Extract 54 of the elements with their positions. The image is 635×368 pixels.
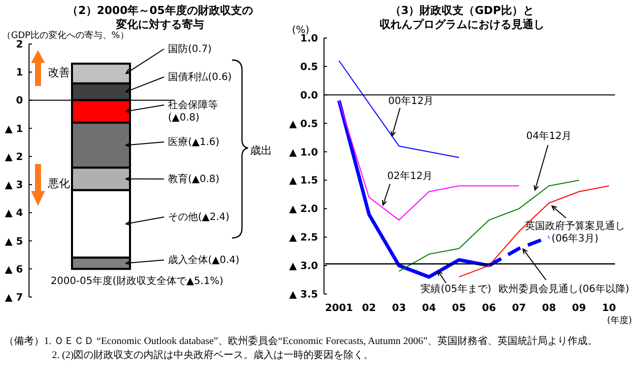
y-axis-title: （GDP比の変化への寄与、%）: [2, 30, 129, 41]
legend-label: その他(▲2.4): [168, 211, 230, 223]
x-tick-label: 08: [542, 303, 556, 314]
series-label: 02年12月: [387, 170, 433, 182]
x-tick-label: 2000-05年度(財政収支全体で▲5.1%): [50, 275, 224, 287]
y-tick-label: ▲ 2.0: [289, 204, 318, 216]
legend-label: 歳入全体(▲0.4): [168, 254, 240, 266]
y-tick-label: ▲ 0.5: [289, 118, 318, 130]
y-tick-label: ▲ 1.5: [289, 176, 318, 187]
text: 国防(0.7): [168, 43, 212, 55]
series-label: 実績(05年まで): [420, 283, 492, 295]
x-tick-label: 04: [422, 303, 436, 314]
x-tick-label: 07: [512, 303, 526, 314]
legend-label: 社会保障等 (▲0.8): [168, 99, 218, 124]
y-tick-label: ▲ 2: [4, 152, 24, 163]
y-tick-label: ▲ 4: [4, 208, 24, 220]
y-tick-label: 0.5: [300, 62, 318, 73]
y-tick-label: ▲ 7: [4, 292, 24, 304]
text: 2. (2)図の財政収支の内訳は中央政府ベース。歳入は一時的要因を除く。: [52, 349, 374, 361]
chart-title: （3）財政収支（GDP比）と収れんプログラムにおける見通し: [380, 4, 544, 31]
x-tick-label: 02: [362, 303, 376, 314]
x-tick-label: 10: [602, 303, 616, 314]
annotation: 改善: [48, 66, 70, 79]
x-tick-label: 05: [452, 303, 466, 314]
text: （備考）1. ＯＥＣＤ “Economic Outlook database”、欧州委員会“Economic Forecasts, Autumn 2006”、英国財務省、英国統計局より作成。: [4, 335, 598, 347]
text: 欧州委員会見通し(06年以降): [498, 283, 630, 295]
series-label: 英国政府予算案見通し (06年3月): [525, 220, 625, 244]
y-axis-title: (%): [292, 25, 310, 36]
x-tick-label: 09: [572, 303, 586, 314]
annotation: 悪化: [47, 177, 70, 190]
y-tick-label: ▲ 3.5: [289, 290, 318, 300]
y-tick-label: ▲ 3: [4, 180, 24, 192]
x-tick-label: 03: [392, 303, 406, 314]
y-tick-label: ▲ 6: [4, 264, 24, 276]
y-tick-label: 1: [16, 68, 24, 79]
y-tick-label: ▲ 3.0: [289, 261, 318, 272]
text: 04年12月: [526, 130, 572, 142]
y-tick-label: ▲ 1.0: [289, 147, 318, 158]
y-tick-label: 0: [16, 96, 24, 107]
legend-label: 医療(▲1.6): [168, 136, 220, 148]
y-tick-label: ▲ 5: [4, 236, 24, 248]
x-tick-label: 2001: [325, 303, 353, 314]
y-tick-label: 0.0: [300, 90, 318, 102]
series-label: 00年12月: [388, 95, 434, 107]
legend-label: 教育(▲0.8): [168, 173, 220, 185]
x-axis-title: (年度): [606, 315, 632, 326]
x-tick-label: 06: [482, 303, 496, 314]
y-tick-label: ▲ 2.5: [289, 232, 318, 244]
y-tick-label: 1.0: [300, 34, 318, 44]
text: 歳出: [250, 144, 272, 157]
y-tick-label: ▲ 1: [4, 124, 24, 135]
legend-label: 国債利払(0.6): [168, 71, 232, 83]
y-tick-label: 2: [16, 40, 24, 50]
chart-title: （2）2000年～05年度の財政収支の変化に対する寄与: [67, 4, 253, 31]
